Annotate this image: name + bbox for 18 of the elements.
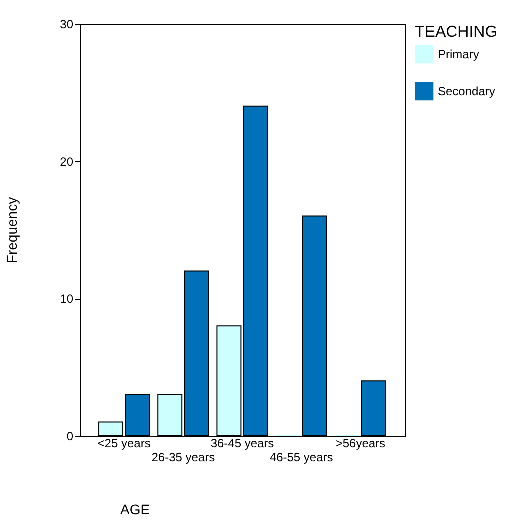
legend-label: Secondary [438,84,496,98]
x-axis-title: AGE [120,502,150,518]
y-tick-label: 30 [60,18,74,32]
bar [302,216,328,436]
bar [361,380,386,436]
legend-title: TEACHING [415,24,498,41]
x-tick-label: 26-35 years [152,450,216,464]
x-tick-label: 46-55 years [270,450,334,464]
legend-label: Primary [438,48,480,62]
x-tick-label: <25 years [98,436,151,450]
bar [243,106,268,436]
y-tick-label: 10 [60,292,74,306]
bar [216,326,242,436]
x-tick-label: 36-45 years [210,436,274,450]
y-tick-label: 0 [66,430,74,444]
y-axis-title: Frequency [4,197,20,264]
x-tick-label: >56years [336,436,386,450]
y-tick-label: 20 [60,154,74,169]
